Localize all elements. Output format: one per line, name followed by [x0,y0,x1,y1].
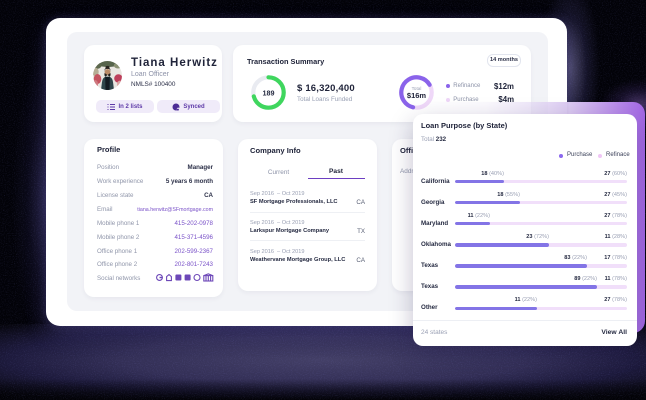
svg-text:$16m: $16m [407,91,427,100]
svg-text:189: 189 [263,89,275,98]
